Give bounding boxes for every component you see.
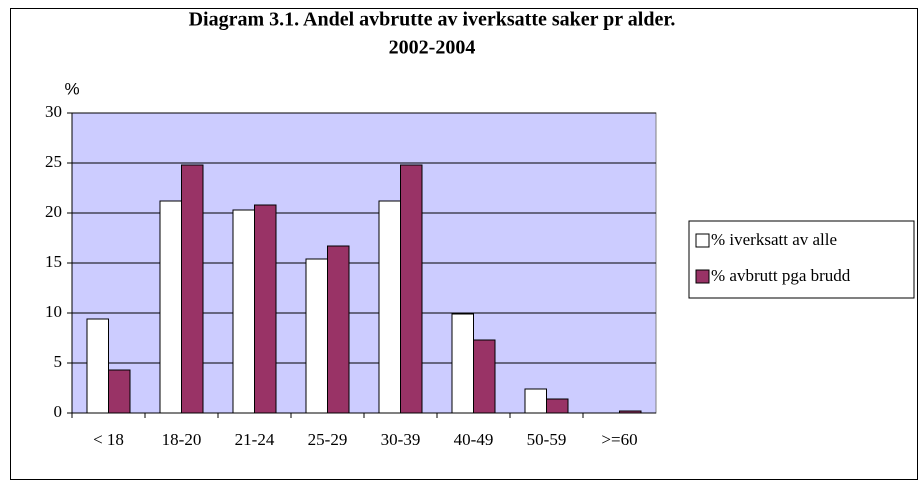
y-tick-label: 30 <box>45 102 62 121</box>
bar <box>451 313 474 414</box>
bar <box>327 245 350 414</box>
legend-swatch <box>695 233 710 248</box>
x-tick-label: 30-39 <box>381 430 421 449</box>
chart-title: Diagram 3.1. Andel avbrutte av iverksatt… <box>189 9 676 31</box>
x-tick-label: 18-20 <box>162 430 202 449</box>
y-tick-label: 0 <box>54 402 63 421</box>
bar <box>473 339 496 414</box>
x-tick-label: 21-24 <box>235 430 275 449</box>
bar <box>108 369 131 414</box>
x-tick-label: 40-49 <box>454 430 494 449</box>
y-tick-label: 25 <box>45 152 62 171</box>
bar <box>232 209 255 414</box>
bar <box>181 164 204 414</box>
legend-label: % iverksatt av alle <box>711 230 837 249</box>
bar <box>254 204 277 414</box>
legend-box <box>688 220 915 299</box>
bar <box>524 388 547 414</box>
chart-subtitle: 2002-2004 <box>389 37 476 59</box>
y-tick-label: 5 <box>54 352 63 371</box>
legend-swatch <box>695 269 710 284</box>
x-tick-label: 50-59 <box>527 430 567 449</box>
bar <box>305 258 328 414</box>
y-axis-label: % <box>64 79 79 98</box>
bar <box>546 398 569 414</box>
bar <box>86 318 109 414</box>
bar <box>400 164 423 414</box>
x-tick-label: < 18 <box>93 430 124 449</box>
x-tick-label: >=60 <box>601 430 637 449</box>
x-tick-label: 25-29 <box>308 430 348 449</box>
legend-label: % avbrutt pga brudd <box>711 266 851 285</box>
bar <box>159 200 182 414</box>
bar <box>378 200 401 414</box>
y-tick-label: 20 <box>45 202 62 221</box>
y-tick-label: 15 <box>45 252 62 271</box>
y-tick-label: 10 <box>45 302 62 321</box>
bar <box>619 410 642 414</box>
